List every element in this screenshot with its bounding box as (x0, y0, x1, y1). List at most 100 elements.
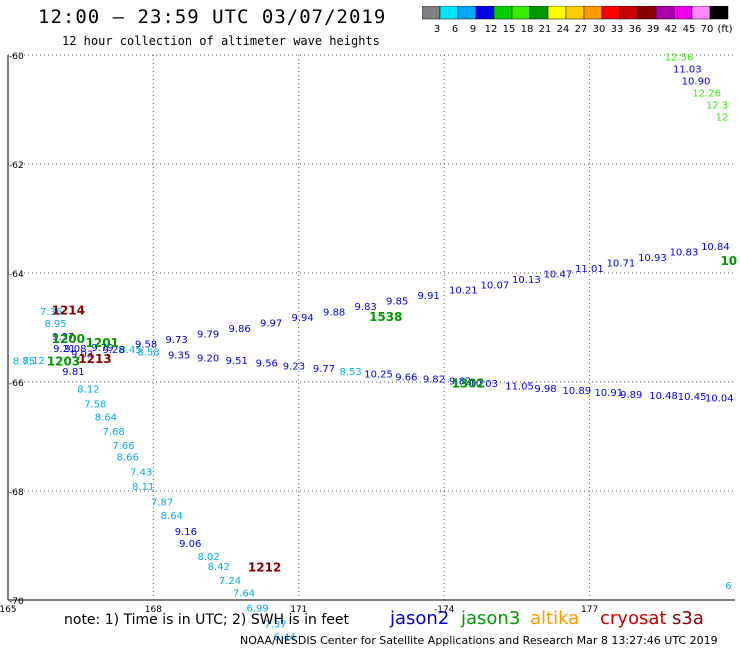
legend-s3a: s3a (672, 608, 704, 629)
wave-height-label: 9.08 (64, 344, 86, 355)
pass-time-label: 1302 (451, 376, 484, 390)
wave-height-label: 10.13 (512, 275, 541, 286)
wave-height-label: 7.37 (264, 619, 286, 630)
page-subtitle: 12 hour collection of altimeter wave hei… (62, 34, 380, 48)
wave-height-label: 7.36 (40, 307, 62, 318)
colorbar-label: 33 (611, 24, 624, 35)
pass-time-label: 1200 (52, 332, 85, 346)
wave-height-label: 9.51 (226, 356, 248, 367)
wave-height-label: 10.71 (607, 258, 636, 269)
wave-height-label: 9.94 (292, 313, 314, 324)
wave-height-label: 9.23 (283, 361, 305, 372)
wave-height-label: 9.35 (168, 351, 190, 362)
wave-height-label: 10.45 (678, 392, 707, 403)
wave-height-label: 12.26 (692, 88, 721, 99)
colorbar-label: 39 (647, 24, 660, 35)
wave-height-label: 7.87 (151, 498, 173, 509)
wave-height-label: 8.02 (198, 552, 220, 563)
legend-jason2: jason2 (390, 608, 450, 629)
wave-height-label: 7.66 (112, 441, 134, 452)
wave-height-label: 9.16 (175, 527, 197, 538)
pass-time-label: 1203 (47, 355, 80, 369)
colorbar-label: 70 (701, 24, 714, 35)
wave-height-label: 11.01 (575, 264, 604, 275)
colorbar-label: 21 (539, 24, 552, 35)
pass-time-label: 1212 (248, 561, 281, 575)
legend-jason3: jason3 (461, 608, 521, 629)
colorbar-label: 30 (593, 24, 606, 35)
wave-height-label: 7.24 (219, 576, 241, 587)
wave-height-label: 12.56 (665, 52, 694, 63)
colorbar-label: 15 (503, 24, 516, 35)
wave-height-label: 9.82 (423, 375, 445, 386)
wave-height-label: 9.73 (166, 335, 188, 346)
wave-height-label: 8.53 (340, 367, 362, 378)
wave-height-label: 8.64 (95, 413, 117, 424)
colorbar: 3 6 9 12 15 18 21 24 27 30 33 36 39 42 45 70 (ft) (422, 6, 732, 35)
wave-height-label: 9.86 (229, 324, 251, 335)
y-tick-label: -64 (9, 270, 24, 280)
colorbar-label: 42 (665, 24, 678, 35)
x-tick-label: 177 (581, 605, 598, 615)
page-title: 12:00 – 23:59 UTC 03/07/2019 (38, 6, 387, 28)
x-tick-label: -174 (434, 605, 455, 615)
wave-height-label: 10.93 (638, 253, 667, 264)
wave-height-label: 10.91 (594, 388, 623, 399)
wave-height-label: 7.68 (103, 427, 125, 438)
note-text: note: 1) Time is in UTC; 2) SWH is in fe… (64, 612, 350, 628)
wave-height-label: 9.81 (62, 367, 84, 378)
wave-height-label: 10.03 (469, 379, 498, 390)
wave-height-label: 10.07 (481, 280, 510, 291)
wave-height-label: 8.12 (77, 384, 99, 395)
wave-height-label: 9.28 (103, 345, 125, 356)
wave-height-label: 8.64 (161, 511, 183, 522)
y-tick-label: -60 (9, 52, 24, 62)
colorbar-label: 24 (557, 24, 570, 35)
wave-height-label: 8.12 (23, 356, 45, 367)
legend-altika: altika (530, 608, 580, 629)
colorbar-label: 45 (683, 24, 696, 35)
wave-height-label: 10.04 (705, 394, 734, 405)
wave-height-label: 9.79 (197, 329, 219, 340)
wave-height-label: 9.98 (534, 384, 556, 395)
wave-height-label: 9.82 (449, 377, 471, 388)
legend-cryosat: cryosat (600, 608, 667, 629)
wave-height-label: 9.37 (52, 332, 74, 343)
pass-time-label: 1214 (52, 303, 85, 317)
wave-height-label: 10.21 (449, 286, 478, 297)
colorbar-label: 18 (521, 24, 534, 35)
wave-height-label: 9.66 (395, 372, 417, 383)
wave-height-label: 6 (725, 581, 731, 592)
wave-height-label: 9.79 (91, 343, 113, 354)
wave-height-label: 10.90 (682, 76, 711, 87)
colorbar-label: (ft) (717, 24, 732, 35)
wave-height-label: 10.47 (544, 269, 573, 280)
wave-height-label: 8.45 (119, 345, 141, 356)
colorbar-label: 6 (452, 24, 458, 35)
wave-height-label: 7.43 (130, 468, 152, 479)
wave-height-label: 9.83 (355, 302, 377, 313)
wave-height-label: 8.95 (44, 319, 66, 330)
colorbar-label: 12 (485, 24, 498, 35)
colorbar-label: 36 (629, 24, 642, 35)
wave-height-label: 8.66 (117, 452, 139, 463)
wave-height-label: 10.83 (670, 248, 699, 259)
wave-height-label: 12.3 (706, 100, 728, 111)
wave-height-label: 8.11 (132, 482, 154, 493)
wave-height-label: 6.44 (274, 632, 296, 643)
wave-height-label: 9.89 (620, 390, 642, 401)
x-tick-label: 165 (0, 605, 17, 615)
colorbar-label: 9 (470, 24, 476, 35)
wave-height-label: 10.84 (701, 242, 730, 253)
wave-height-label: 9.97 (260, 318, 282, 329)
y-tick-label: -62 (9, 161, 24, 171)
wave-height-label: 9.58 (135, 340, 157, 351)
y-tick-label: -66 (9, 379, 24, 389)
pass-time-label: 1201 (86, 336, 119, 350)
wave-height-label: 7.58 (84, 400, 106, 411)
wave-height-label: 6.99 (246, 603, 268, 614)
wave-height-label: 11.03 (673, 64, 702, 75)
wave-height-label: 7.64 (233, 589, 255, 600)
y-tick-label: -68 (9, 488, 24, 498)
